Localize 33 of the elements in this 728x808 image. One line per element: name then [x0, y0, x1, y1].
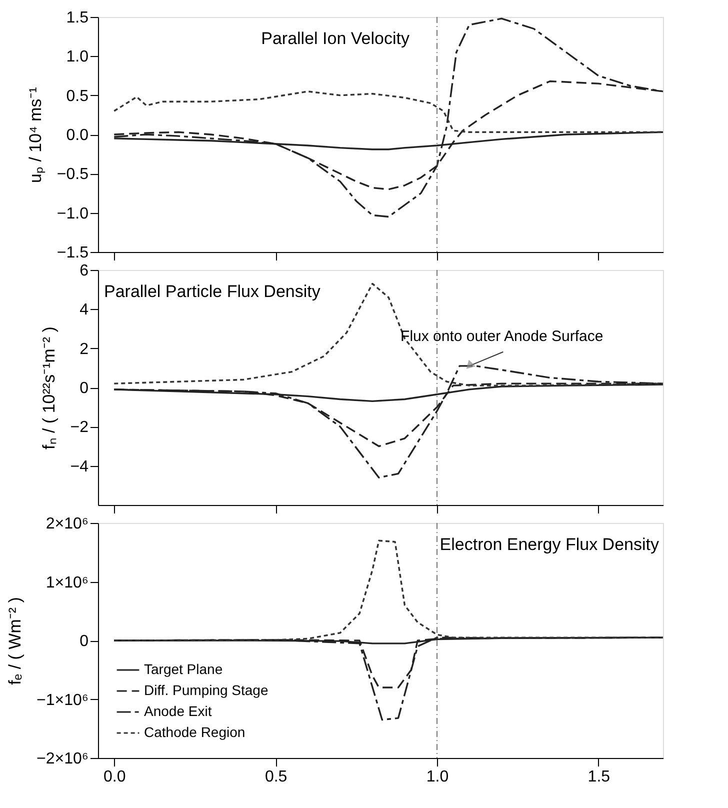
annotation: Flux onto outer Anode Surface: [400, 328, 604, 345]
y-tick-label: 2×10⁶: [46, 516, 88, 532]
y-tick-label: −0.5: [56, 166, 89, 184]
y-tick-label: 1.5: [66, 10, 89, 26]
y-tick-label: −2: [70, 419, 89, 436]
text: Parallel Ion Velocity: [261, 29, 410, 48]
legend-label: Anode Exit: [144, 703, 212, 719]
y-tick-label: 1×10⁶: [46, 574, 88, 592]
legend-label: Cathode Region: [144, 724, 246, 740]
text: Parallel Particle Flux Density: [104, 282, 321, 301]
y-axis-title: fₙ / ( 10²²s⁻¹m⁻² ): [39, 326, 58, 450]
x-tick-label: 0.0: [104, 768, 126, 786]
y-tick-label: −2×10⁶: [36, 750, 88, 768]
y-tick-label: −1.0: [56, 205, 89, 222]
y-tick-label: 0: [80, 633, 89, 650]
y-tick-label: 4: [80, 302, 89, 319]
y-axis-title: fₑ / ( Wm⁻² ): [6, 597, 25, 685]
legend-label: Target Plane: [144, 661, 223, 677]
y-tick-label: 0: [80, 380, 89, 397]
legend-label: Diff. Pumping Stage: [144, 682, 268, 698]
y-tick-label: 2: [80, 340, 89, 358]
y-tick-label: 0.0: [66, 127, 89, 144]
y-tick-label: 6: [80, 262, 89, 280]
x-tick-label: 1.0: [426, 768, 449, 786]
y-tick-label: −4: [70, 458, 89, 476]
y-tick-label: −1.5: [56, 244, 89, 262]
x-tick-label: 1.5: [588, 768, 610, 786]
y-tick-label: 0.5: [66, 88, 89, 105]
text: Electron Energy Flux Density: [440, 535, 660, 554]
y-tick-label: −1×10⁶: [36, 692, 88, 709]
y-axis-title: uₚ / 10⁴ ms⁻¹: [26, 86, 46, 183]
y-tick-label: 1.0: [66, 48, 89, 66]
x-tick-label: 0.5: [264, 768, 288, 786]
